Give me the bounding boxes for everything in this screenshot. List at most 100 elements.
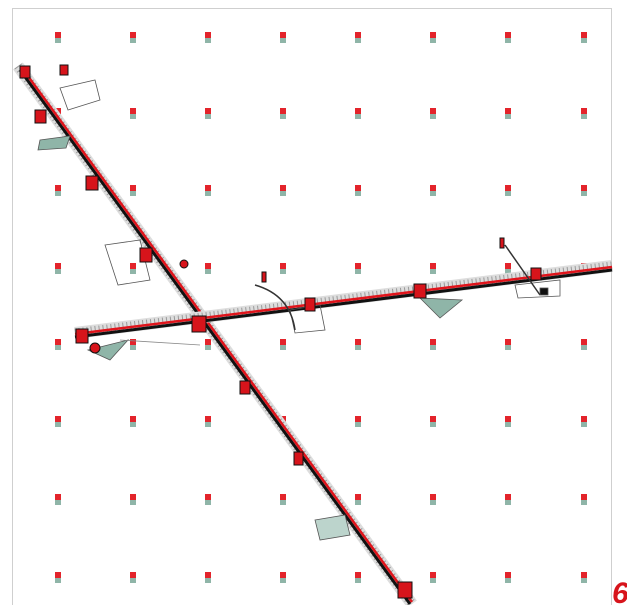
grid-folly-base — [355, 578, 361, 583]
grid-folly-top — [430, 339, 436, 345]
grid-folly-base — [55, 422, 61, 427]
grid-folly-top — [581, 185, 587, 191]
grid-folly-base — [581, 422, 587, 427]
grid-folly-top — [280, 185, 286, 191]
grid-folly-top — [130, 416, 136, 422]
grid-folly-top — [130, 32, 136, 38]
grid-folly-base — [505, 578, 511, 583]
plane — [37, 135, 71, 151]
grid-folly-top — [205, 572, 211, 578]
grid-folly-top — [205, 263, 211, 269]
grid-folly-base — [130, 345, 136, 350]
grid-folly-top — [581, 494, 587, 500]
follies — [19, 64, 542, 599]
folly — [19, 65, 31, 79]
grid-folly-base — [205, 38, 211, 43]
grid-folly-base — [355, 191, 361, 196]
grid-folly-base — [355, 38, 361, 43]
grid-folly-base — [130, 500, 136, 505]
grid-folly-top — [355, 185, 361, 191]
grid-folly-top — [55, 339, 61, 345]
grid-folly-top — [130, 185, 136, 191]
folly — [59, 64, 69, 76]
grid-folly-top — [205, 185, 211, 191]
grid-folly-top — [505, 572, 511, 578]
grid-folly-top — [55, 572, 61, 578]
grid-folly-base — [280, 38, 286, 43]
grid-folly-top — [355, 263, 361, 269]
grid-folly-top — [280, 108, 286, 114]
grid-folly-base — [205, 345, 211, 350]
grid-folly-top — [355, 572, 361, 578]
grid-folly-top — [205, 494, 211, 500]
grid-folly-top — [130, 494, 136, 500]
plane — [86, 339, 130, 361]
grid-folly-base — [355, 500, 361, 505]
grid-folly-top — [130, 108, 136, 114]
grid-folly-top — [430, 108, 436, 114]
gallery-spine — [74, 268, 613, 339]
grid-folly-top — [505, 494, 511, 500]
grid-folly-base — [505, 500, 511, 505]
gallery-edge — [74, 265, 613, 336]
grid-folly-top — [430, 185, 436, 191]
grid-folly-base — [55, 269, 61, 274]
grid-folly-top — [130, 572, 136, 578]
grid-folly-top — [355, 416, 361, 422]
grid-folly-base — [205, 114, 211, 119]
grid-folly-base — [430, 114, 436, 119]
grid-folly-base — [205, 191, 211, 196]
grid-folly-top — [55, 416, 61, 422]
grid-folly-top — [430, 263, 436, 269]
grid-folly-base — [581, 191, 587, 196]
grid-folly-top — [55, 263, 61, 269]
folly — [191, 315, 207, 333]
grid-folly-top — [280, 572, 286, 578]
grid-folly-top — [55, 185, 61, 191]
grid-folly-top — [130, 339, 136, 345]
grid-folly-base — [430, 422, 436, 427]
grid-folly-top — [430, 572, 436, 578]
block — [539, 287, 549, 296]
folly — [530, 267, 542, 281]
folly — [179, 259, 189, 269]
grid-folly-base — [430, 269, 436, 274]
grid-folly-top — [355, 32, 361, 38]
grid-folly-top — [505, 263, 511, 269]
grid-folly-top — [355, 108, 361, 114]
grid-folly-base — [430, 578, 436, 583]
grid-folly-top — [505, 108, 511, 114]
garden-outline — [104, 239, 151, 286]
folly — [85, 175, 99, 191]
grid-folly-base — [430, 345, 436, 350]
grid-folly-base — [430, 191, 436, 196]
grid-folly-top — [581, 108, 587, 114]
grid-folly-top — [505, 339, 511, 345]
folly — [413, 283, 427, 299]
path — [119, 339, 201, 346]
grid-folly-top — [280, 494, 286, 500]
grid-folly-base — [130, 114, 136, 119]
plane — [418, 297, 464, 319]
grid-folly-base — [280, 269, 286, 274]
grid-folly-base — [581, 578, 587, 583]
grid-folly-top — [280, 339, 286, 345]
grid-folly-base — [205, 269, 211, 274]
grid-folly-base — [505, 114, 511, 119]
grid-folly-base — [505, 191, 511, 196]
grid-folly-base — [55, 578, 61, 583]
cross-gallery — [74, 260, 613, 339]
garden-outline — [59, 79, 101, 111]
folly — [34, 109, 47, 124]
grid-folly-top — [355, 494, 361, 500]
grid-folly-base — [355, 345, 361, 350]
grid-folly-base — [55, 191, 61, 196]
page-number: 6 — [612, 577, 627, 605]
grid-folly-top — [355, 339, 361, 345]
grid-folly-top — [581, 416, 587, 422]
grid-folly-top — [280, 32, 286, 38]
grid-folly-top — [130, 263, 136, 269]
garden-outline — [514, 279, 561, 299]
grid-folly-top — [280, 263, 286, 269]
planes — [37, 79, 561, 541]
